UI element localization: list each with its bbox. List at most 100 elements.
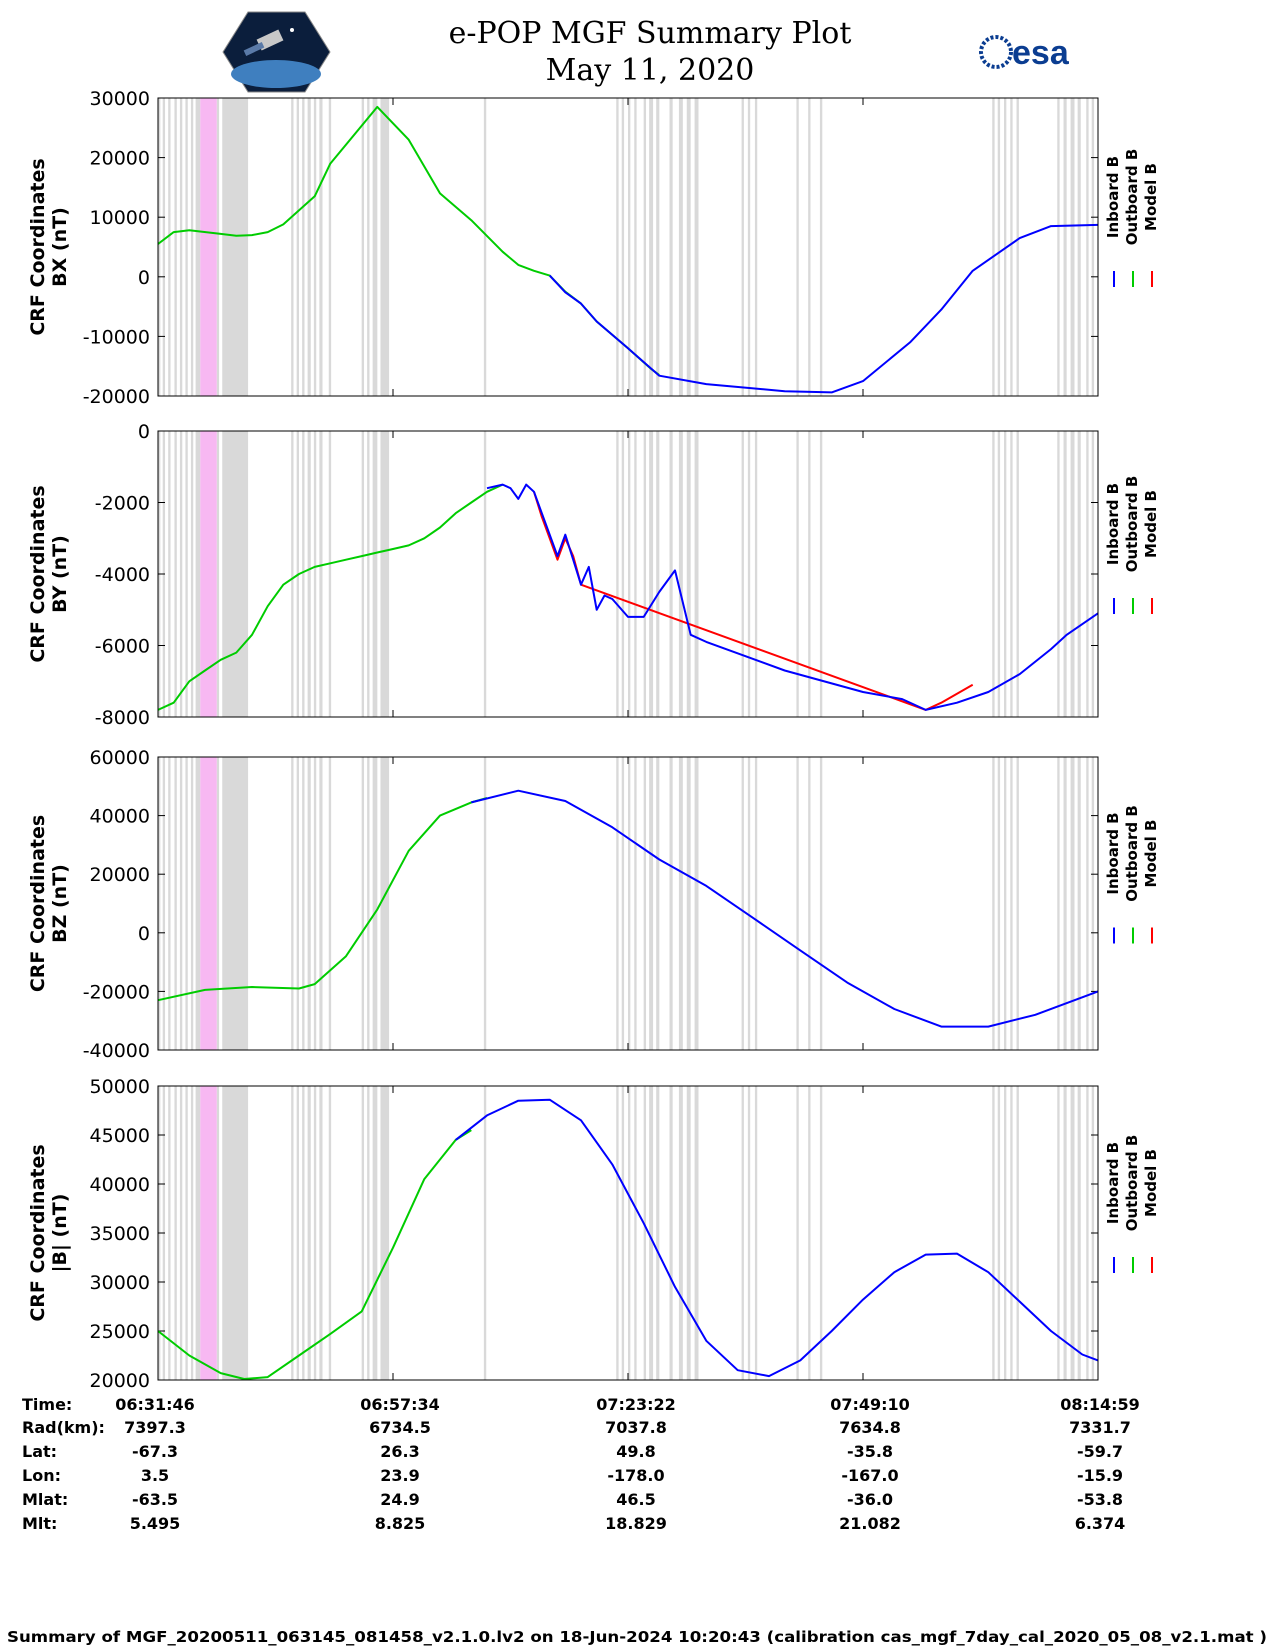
data-gap-stripe xyxy=(216,757,220,1050)
info-value: 7331.7 xyxy=(1069,1418,1131,1437)
panel-bx-data-gaps xyxy=(158,98,1095,396)
y-tick-label: 20000 xyxy=(90,1370,150,1392)
panel-bmag-frame xyxy=(157,1085,1099,1381)
data-gap-stripe xyxy=(372,1086,378,1380)
panel-bz-lines xyxy=(157,789,1099,1028)
eclipse-stripe xyxy=(200,757,217,1050)
info-value: 3.5 xyxy=(141,1466,169,1485)
data-gap-stripe xyxy=(819,98,823,396)
info-label: Mlt: xyxy=(22,1514,57,1533)
legend-model: Model B xyxy=(1142,820,1160,888)
data-gap-stripe xyxy=(483,1086,487,1380)
info-value: -67.3 xyxy=(132,1442,178,1461)
data-gap-stripe xyxy=(656,1086,660,1380)
info-value: 06:31:46 xyxy=(115,1395,195,1414)
data-gap-stripe xyxy=(686,1086,691,1380)
data-gap-stripe xyxy=(361,757,365,1050)
data-gap-stripe xyxy=(1057,757,1060,1050)
figure-date: May 11, 2020 xyxy=(546,53,755,88)
info-label: Time: xyxy=(22,1395,72,1414)
legend-inboard: Inboard B xyxy=(1104,156,1122,238)
data-gap-stripe xyxy=(307,1086,311,1380)
series-outboard-b xyxy=(157,1129,472,1380)
data-gap-stripe xyxy=(1077,757,1081,1050)
y-tick-label: 30000 xyxy=(90,1272,150,1294)
data-gap-stripe xyxy=(634,757,637,1050)
data-gap-stripe xyxy=(1077,1086,1081,1380)
data-gap-stripe xyxy=(1016,431,1019,717)
data-gap-stripe xyxy=(367,757,370,1050)
series-outboard-b xyxy=(157,483,504,711)
panel-by-frame xyxy=(157,430,1099,718)
data-gap-stripe xyxy=(628,98,631,396)
legend-outboard: Outboard B xyxy=(1123,805,1141,902)
data-gap-stripe xyxy=(656,757,660,1050)
data-gap-stripe xyxy=(628,757,631,1050)
panel-bz-ylabel-line2: BZ (nT) xyxy=(49,864,71,943)
info-value: 5.495 xyxy=(130,1514,181,1533)
data-gap-stripe xyxy=(616,431,619,717)
data-gap-stripe xyxy=(678,757,683,1050)
series-inboard-b xyxy=(548,223,1099,394)
info-value: 18.829 xyxy=(605,1514,667,1533)
data-gap-stripe xyxy=(628,431,631,717)
data-gap-stripe xyxy=(678,98,683,396)
data-gap-stripe xyxy=(222,98,249,396)
y-tick-label: -10000 xyxy=(83,326,150,348)
data-gap-stripe xyxy=(754,757,758,1050)
data-gap-stripe xyxy=(372,757,378,1050)
data-gap-stripe xyxy=(1070,431,1075,717)
data-gap-stripe xyxy=(808,757,811,1050)
legend-inboard: Inboard B xyxy=(1104,1142,1122,1224)
legend-model: Model B xyxy=(1142,490,1160,558)
info-row-lat: Lat: -67.3 26.3 49.8 -35.8 -59.7 xyxy=(22,1442,1123,1461)
data-gap-stripe xyxy=(649,757,654,1050)
data-gap-stripe xyxy=(649,431,654,717)
data-gap-stripe xyxy=(1057,98,1060,396)
data-gap-stripe xyxy=(328,431,332,717)
data-gap-stripe xyxy=(808,431,811,717)
info-value: 21.082 xyxy=(839,1514,901,1533)
data-gap-stripe xyxy=(162,757,166,1050)
info-value: 24.9 xyxy=(380,1490,419,1509)
data-gap-stripe xyxy=(754,1086,758,1380)
panel-by-lines xyxy=(157,483,1099,711)
panel-bmag-ylabel-line2: |B| (nT) xyxy=(49,1194,71,1273)
data-gap-stripe xyxy=(754,431,758,717)
data-gap-stripe xyxy=(643,431,647,717)
data-gap-stripe xyxy=(174,98,177,396)
y-tick-label: 30000 xyxy=(90,88,150,110)
esa-logo: esa xyxy=(979,34,1070,72)
eclipse-stripe xyxy=(200,1086,217,1380)
esa-logo-text: esa xyxy=(1012,34,1070,72)
data-gap-stripe xyxy=(296,98,299,396)
series-inboard-b xyxy=(455,1098,1099,1378)
data-gap-stripe xyxy=(1010,98,1013,396)
data-gap-stripe xyxy=(992,757,995,1050)
data-gap-stripe xyxy=(808,1086,811,1380)
panel-bz-ylabel-line1: CRF Coordinates xyxy=(27,815,49,992)
data-gap-stripe xyxy=(174,431,177,717)
legend-model: Model B xyxy=(1142,1149,1160,1217)
data-gap-stripe xyxy=(621,431,625,717)
data-gap-stripe xyxy=(179,757,183,1050)
data-gap-stripe xyxy=(380,431,390,717)
y-tick-label: 25000 xyxy=(90,1321,150,1343)
data-gap-stripe xyxy=(291,431,294,717)
y-tick-label: 45000 xyxy=(90,1125,150,1147)
data-gap-stripe xyxy=(634,98,637,396)
data-gap-stripe xyxy=(1004,1086,1007,1380)
data-gap-stripe xyxy=(216,98,220,396)
data-gap-stripe xyxy=(992,431,995,717)
data-gap-stripe xyxy=(643,757,647,1050)
data-gap-stripe xyxy=(380,98,390,396)
data-gap-stripe xyxy=(741,1086,744,1380)
data-gap-stripe xyxy=(741,98,744,396)
data-gap-stripe xyxy=(649,98,654,396)
data-gap-stripe xyxy=(796,98,799,396)
panel-by-ylabel-line2: BY (nT) xyxy=(49,535,71,613)
data-gap-stripe xyxy=(686,757,691,1050)
data-gap-stripe xyxy=(185,98,188,396)
panel-bmag-lines xyxy=(157,1098,1099,1380)
panel-bx-y-axis: -20000 -10000 0 10000 20000 30000 xyxy=(83,88,1099,408)
